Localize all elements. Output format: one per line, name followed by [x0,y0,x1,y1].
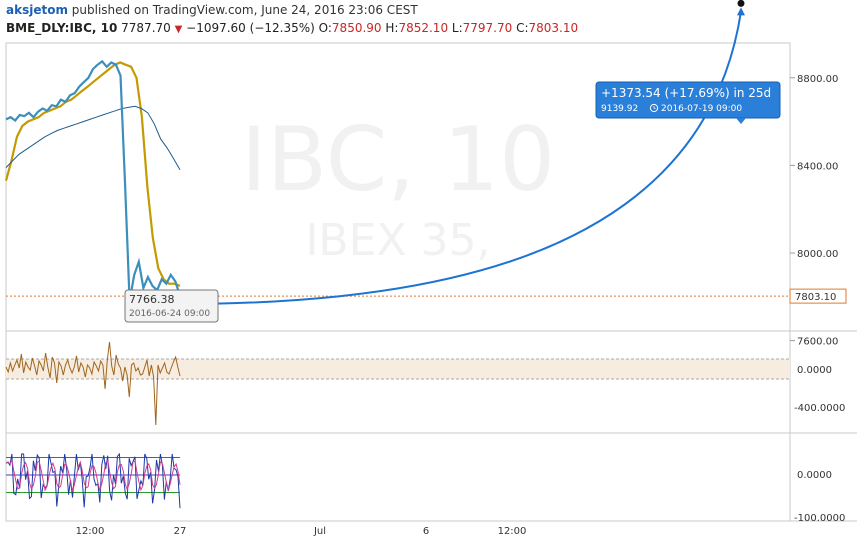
low-callout-value: 7766.38 [129,293,175,306]
down-triangle-icon: ▼ [174,24,183,35]
close-label: C: [516,21,529,35]
price-tick-3: 8400.00 [797,161,838,172]
osc-tick-0: 0.0000 [797,365,832,376]
author-link[interactable]: aksjetom [6,3,68,17]
clock-hands [653,106,656,110]
low-value: 7797.70 [462,21,513,35]
last-price-box [789,288,847,304]
stoch-tick-0: 0.0000 [797,470,832,481]
low-callout-box [124,289,219,323]
close-value: 7803.10 [528,21,579,35]
watermark-name: IBEX 35, [305,215,490,266]
stoch-tick-1: -100.0000 [794,513,845,524]
target-callout-value: 9139.92 [601,104,638,114]
osc-tick-1: -400.0000 [794,403,845,414]
x-tick-2: Jul [313,526,326,537]
x-tick-4: 12:00 [498,526,527,537]
publish-header: aksjetom published on TradingView.com, J… [6,3,418,17]
x-tick-0: 12:00 [76,526,105,537]
slow-ma-line [5,105,181,171]
target-callout-time: 2016-07-19 09:00 [661,104,742,114]
last-price-tag: 7803.10 [795,292,836,303]
stoch-d-line [5,458,181,493]
low-callout[interactable]: 7766.38 2016-06-24 09:00 [124,289,219,323]
price-change: −1097.60 (−12.35%) [186,21,315,35]
x-tick-3: 6 [423,526,429,537]
fast-ma-line [4,61,181,287]
price-tick-2: 8800.00 [797,74,838,85]
oscillator-line [5,341,181,426]
target-callout-change: +1373.54 (+17.69%) in 25d [601,86,771,100]
stoch-k-line [5,452,181,509]
projection-arrowhead [737,7,745,16]
target-callout-box [595,81,781,119]
low-callout-time: 2016-06-24 09:00 [129,309,210,319]
watermark-symbol: IBC, 10 [241,108,555,211]
publish-info: published on TradingView.com, June 24, 2… [71,3,418,17]
x-tick-1: 27 [174,526,187,537]
clock-icon [649,103,659,113]
price-axis: 9600.009200.008800.008400.008000.007600.… [790,74,838,348]
oscillator-band [6,359,790,379]
target-callout-pointer [736,118,746,124]
open-label: O: [318,21,332,35]
ohlc-header: BME_DLY:IBC, 10 7787.70 ▼ −1097.60 (−12.… [6,21,578,35]
price-tick-4: 8000.00 [797,249,838,260]
symbol-label[interactable]: BME_DLY:IBC, 10 [6,21,118,35]
price-series-group [4,59,182,302]
open-value: 7850.90 [331,21,382,35]
price-line [5,59,182,302]
last-price: 7787.70 [121,21,171,35]
high-label: H: [385,21,399,35]
target-callout[interactable]: +1373.54 (+17.69%) in 25d 9139.92 2016-0… [595,81,781,124]
target-point-marker[interactable] [737,0,745,7]
price-tick-5: 7600.00 [797,337,838,348]
low-label: L: [451,21,463,35]
high-value: 7852.10 [398,21,449,35]
